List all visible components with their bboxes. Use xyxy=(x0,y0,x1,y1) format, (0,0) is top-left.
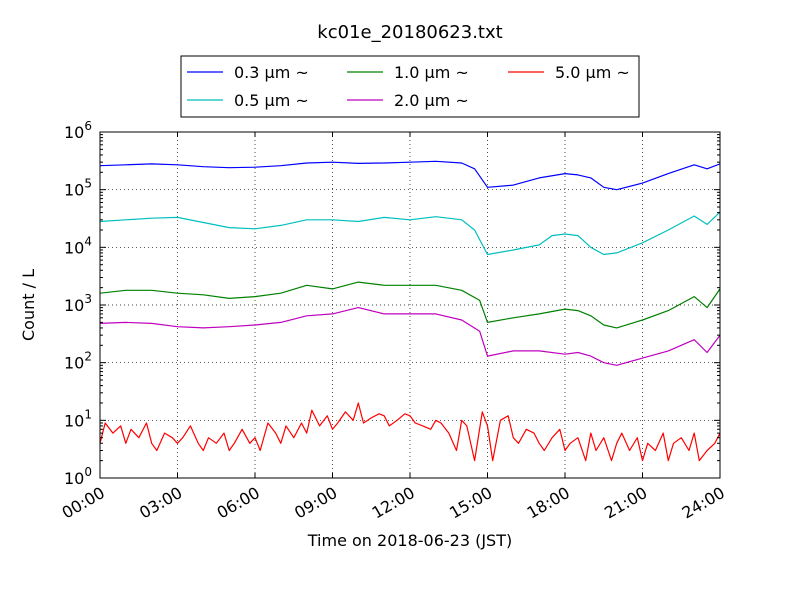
y-tick-label: 104 xyxy=(64,234,92,257)
y-tick-label: 100 xyxy=(64,465,92,488)
y-tick-label: 105 xyxy=(64,177,92,200)
legend: 0.3 μm ~ 0.5 μm ~ 1.0 μm ~ 2.0 μm ~ 5.0 μm ~ xyxy=(180,55,640,118)
series-line-2 xyxy=(100,211,720,256)
series-line-3 xyxy=(100,281,720,329)
y-tick-label: 103 xyxy=(64,292,92,315)
y-tick-label: 101 xyxy=(64,407,92,430)
ticks xyxy=(99,131,721,479)
legend-label-4: 2.0 μm ~ xyxy=(394,91,469,110)
series-line-1 xyxy=(100,160,720,191)
y-axis-label: Count / L xyxy=(19,269,38,341)
y-tick-label: 106 xyxy=(64,119,92,142)
legend-label-2: 0.5 μm ~ xyxy=(234,91,309,110)
chart-title: kc01e_20180623.txt xyxy=(317,22,502,43)
y-tick-label: 102 xyxy=(64,350,92,373)
series-line-5 xyxy=(100,402,720,462)
series-line-4 xyxy=(100,307,720,366)
legend-label-1: 0.3 μm ~ xyxy=(234,63,309,82)
x-axis-label: Time on 2018-06-23 (JST) xyxy=(307,531,512,550)
legend-label-3: 1.0 μm ~ xyxy=(394,63,469,82)
y-tick-labels: 100 101 102 103 104 105 106 xyxy=(64,119,92,488)
legend-box xyxy=(180,55,640,118)
series-layer xyxy=(100,160,720,462)
legend-label-5: 5.0 μm ~ xyxy=(555,63,630,82)
